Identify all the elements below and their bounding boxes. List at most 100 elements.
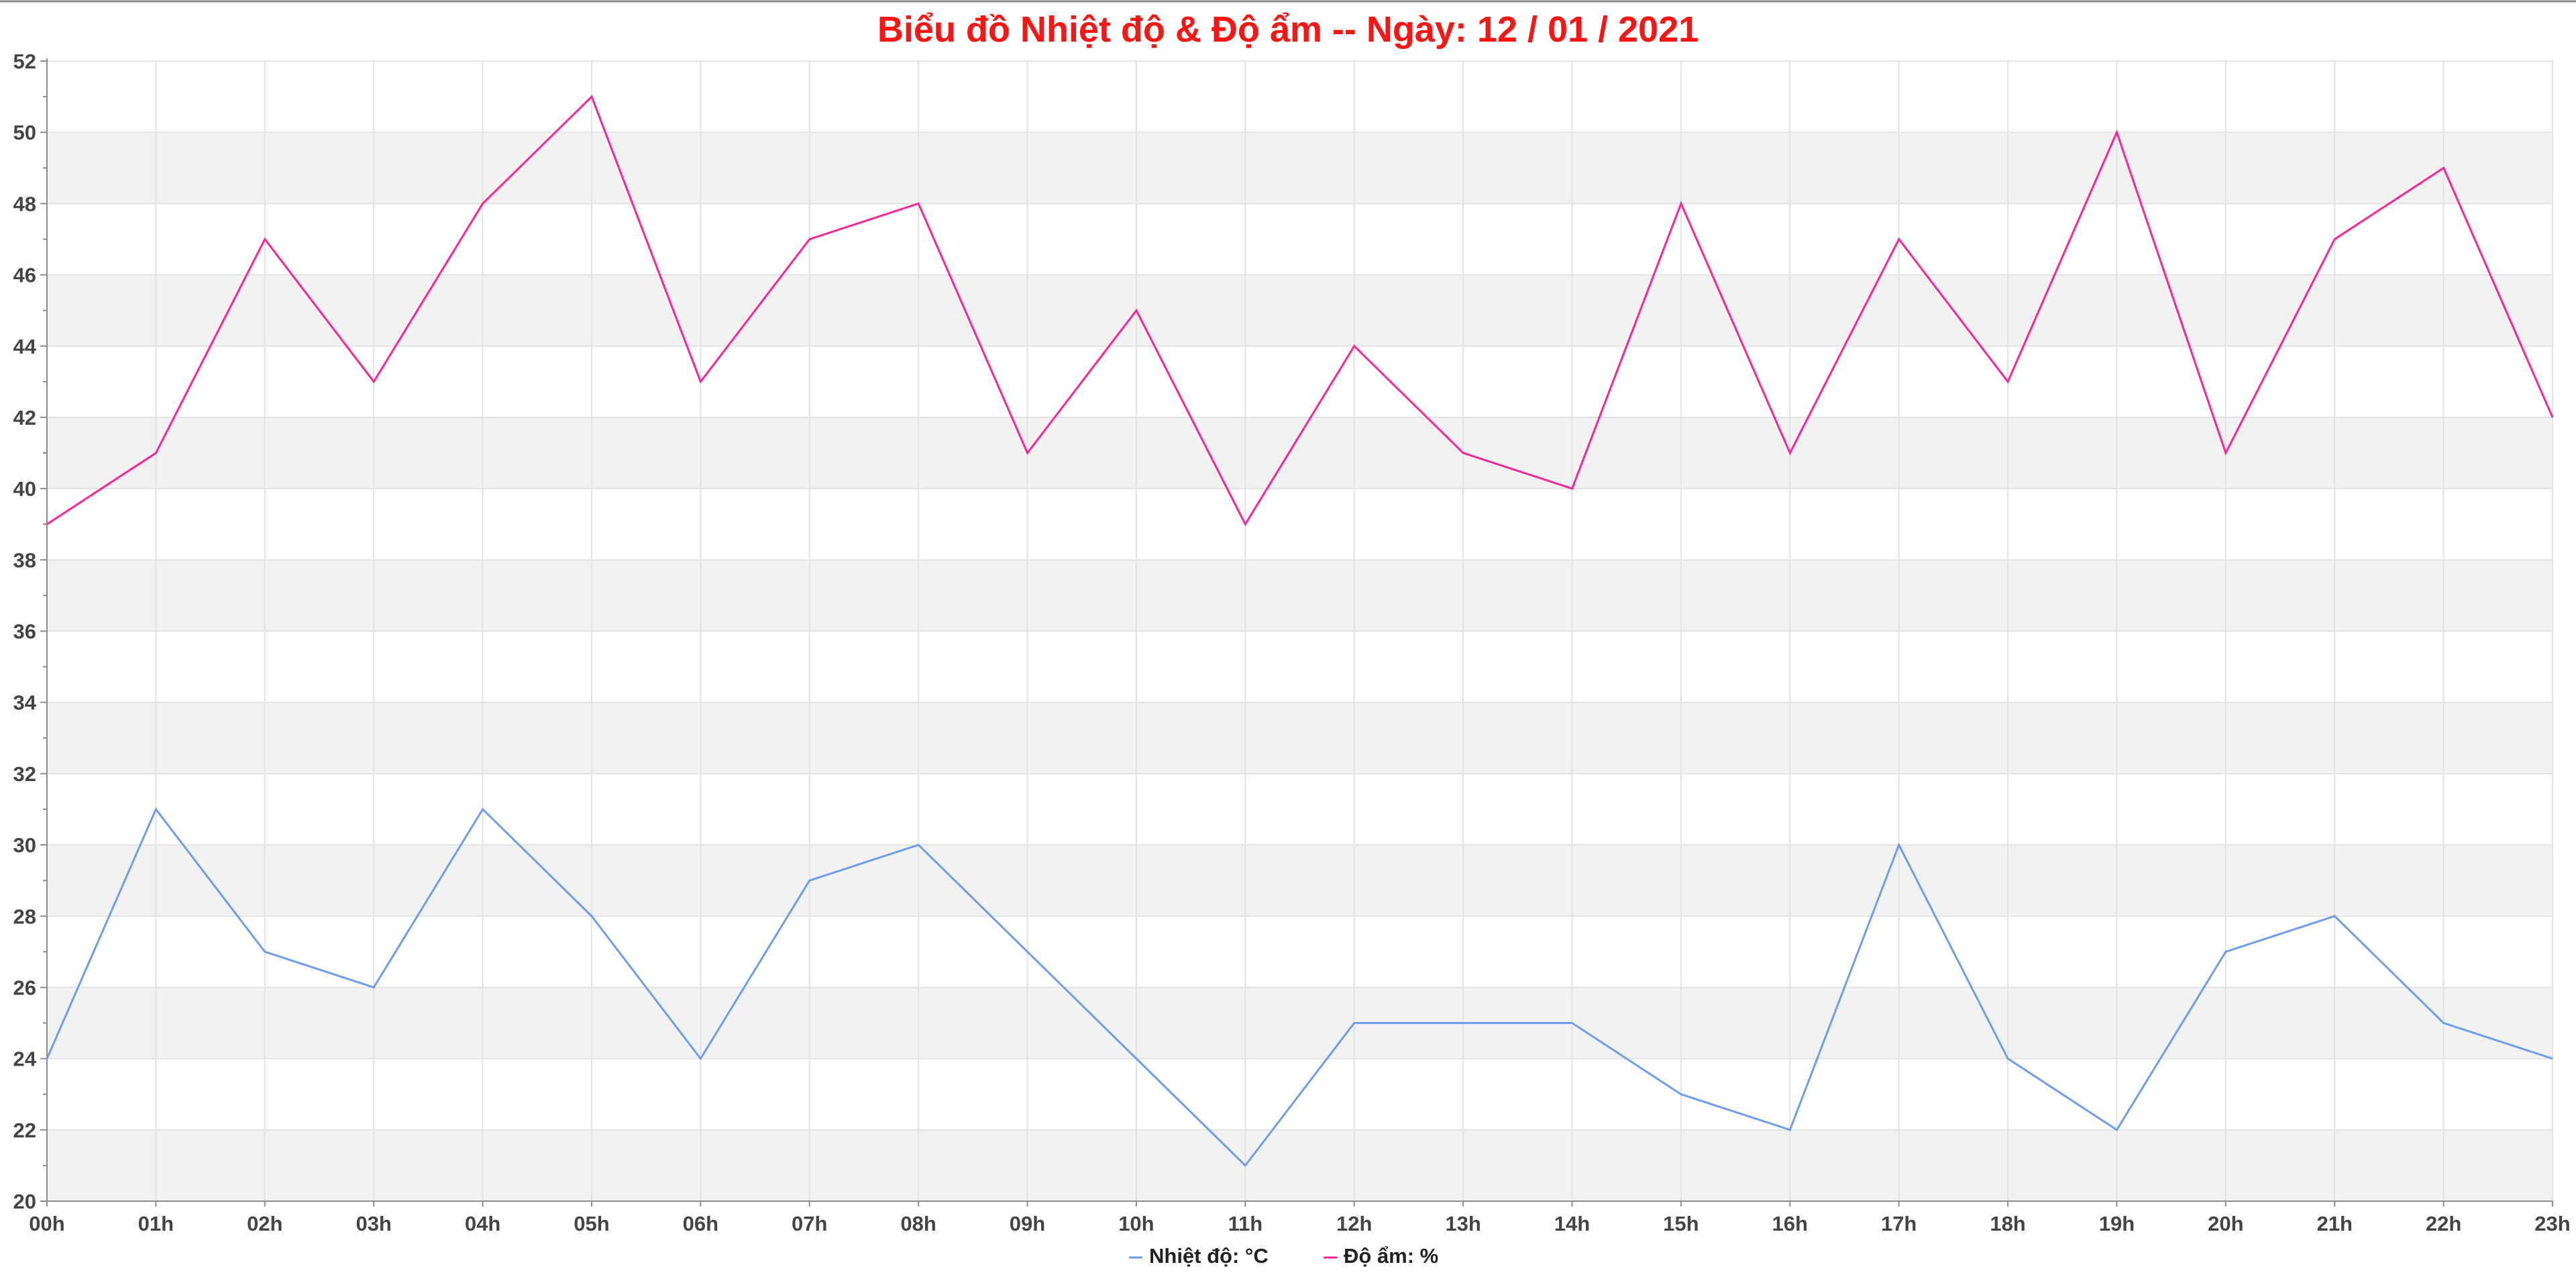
data-point: [916, 201, 920, 205]
gridline-layer: [40, 60, 2553, 1207]
data-point: [2114, 1128, 2118, 1132]
plot-band: [47, 702, 2553, 774]
data-point: [372, 380, 376, 384]
x-tick-label: 20h: [2208, 1212, 2243, 1235]
y-tick-label: 44: [13, 335, 37, 358]
data-point: [2006, 1057, 2010, 1061]
y-tick-label: 50: [13, 121, 36, 144]
data-point: [1679, 1092, 1683, 1096]
data-point: [1352, 1021, 1356, 1025]
data-point: [2551, 1057, 2555, 1061]
plot-band: [47, 417, 2553, 489]
plot-band: [47, 845, 2553, 917]
data-point: [263, 950, 267, 954]
y-tick-label: 24: [13, 1047, 37, 1071]
x-tick-label: 22h: [2426, 1212, 2461, 1235]
data-point: [2224, 950, 2228, 954]
x-tick-label: 11h: [1228, 1212, 1263, 1235]
data-point: [1026, 451, 1030, 455]
data-point: [2442, 1021, 2446, 1025]
plot-band: [47, 560, 2553, 631]
axis-layer: [46, 58, 2553, 1202]
data-point: [1134, 309, 1138, 313]
data-point: [1897, 237, 1901, 241]
data-point: [481, 807, 485, 811]
plot-band: [47, 1129, 2553, 1201]
data-point: [698, 1057, 702, 1061]
data-point: [2332, 237, 2337, 241]
x-tick-label: 00h: [29, 1212, 64, 1235]
chart-title: Biểu đồ Nhiệt độ & Độ ẩm -- Ngày: 12 / 0…: [877, 9, 1699, 50]
data-point: [1570, 486, 1574, 491]
plot-band: [47, 132, 2553, 204]
x-tick-label-layer: 00h 01h 02h 03h 04h 05h 06h 07h 08h 09h 10h 11h 12h 1…: [29, 1212, 2570, 1235]
data-point: [1243, 1164, 1247, 1168]
data-point: [1134, 1057, 1138, 1061]
data-point: [1026, 950, 1030, 954]
y-tick-label: 22: [13, 1119, 36, 1142]
x-tick-label: 01h: [138, 1212, 174, 1235]
y-tick-label: 20: [13, 1190, 36, 1213]
series-layer: [45, 95, 2555, 1168]
x-tick-label: 13h: [1445, 1212, 1481, 1235]
series-line: [46, 807, 2553, 1168]
x-tick-label: 06h: [683, 1212, 718, 1235]
data-point: [916, 843, 920, 847]
data-point: [154, 807, 158, 811]
y-tick-label: 48: [13, 192, 36, 215]
x-tick-label: 05h: [574, 1212, 609, 1235]
data-point: [1243, 522, 1247, 526]
data-point: [1788, 1128, 1792, 1132]
data-point: [45, 1057, 49, 1061]
data-point: [808, 878, 812, 882]
plot-band-layer: [47, 132, 2553, 1201]
data-point: [2551, 415, 2555, 419]
data-point: [263, 237, 267, 241]
x-tick-label: 23h: [2534, 1212, 2570, 1235]
data-point: [1461, 451, 1465, 455]
y-tick-label: 42: [13, 406, 36, 429]
legend[interactable]: Nhiệt độ: °C Độ ẩm: %: [1129, 1244, 1438, 1268]
x-tick-label: 16h: [1772, 1212, 1808, 1235]
x-tick-label: 07h: [792, 1212, 827, 1235]
data-point: [45, 522, 49, 526]
plot-band: [47, 987, 2553, 1059]
x-tick-label: 03h: [356, 1212, 391, 1235]
x-tick-label: 17h: [1881, 1212, 1917, 1235]
series-group: [45, 95, 2555, 527]
data-point: [1352, 344, 1356, 348]
data-point: [808, 237, 812, 241]
legend-item[interactable]: Độ ẩm: %: [1324, 1244, 1438, 1268]
data-point: [481, 201, 485, 205]
data-point: [372, 985, 376, 989]
y-tick-label-layer: 20 22 24 26 28 30 32 34 36 38 40 42 44 46 48 50 52: [13, 50, 37, 1213]
y-tick-label: 30: [13, 833, 36, 857]
data-point: [1897, 843, 1901, 847]
x-tick-label: 10h: [1118, 1212, 1154, 1235]
x-tick-label: 08h: [900, 1212, 936, 1235]
y-tick-label: 38: [13, 548, 36, 572]
y-tick-label: 40: [13, 477, 36, 501]
data-point: [698, 380, 702, 384]
data-point: [590, 914, 594, 918]
x-tick-label: 14h: [1554, 1212, 1590, 1235]
y-tick-label: 26: [13, 976, 36, 999]
data-point: [1461, 1021, 1465, 1025]
data-point: [2114, 130, 2118, 134]
legend-label: Độ ẩm: %: [1344, 1244, 1438, 1268]
y-tick-label: 52: [13, 50, 36, 73]
data-point: [2332, 914, 2337, 918]
data-point: [1570, 1021, 1574, 1025]
x-tick-label: 21h: [2317, 1212, 2353, 1235]
data-point: [1679, 201, 1683, 205]
data-point: [2006, 380, 2010, 384]
x-tick-label: 02h: [247, 1212, 282, 1235]
y-tick-label: 32: [13, 762, 36, 786]
x-tick-label: 19h: [2099, 1212, 2135, 1235]
y-tick-label: 28: [13, 905, 36, 928]
x-tick-label: 04h: [465, 1212, 500, 1235]
y-tick-label: 36: [13, 620, 36, 644]
legend-item[interactable]: Nhiệt độ: °C: [1129, 1244, 1269, 1268]
